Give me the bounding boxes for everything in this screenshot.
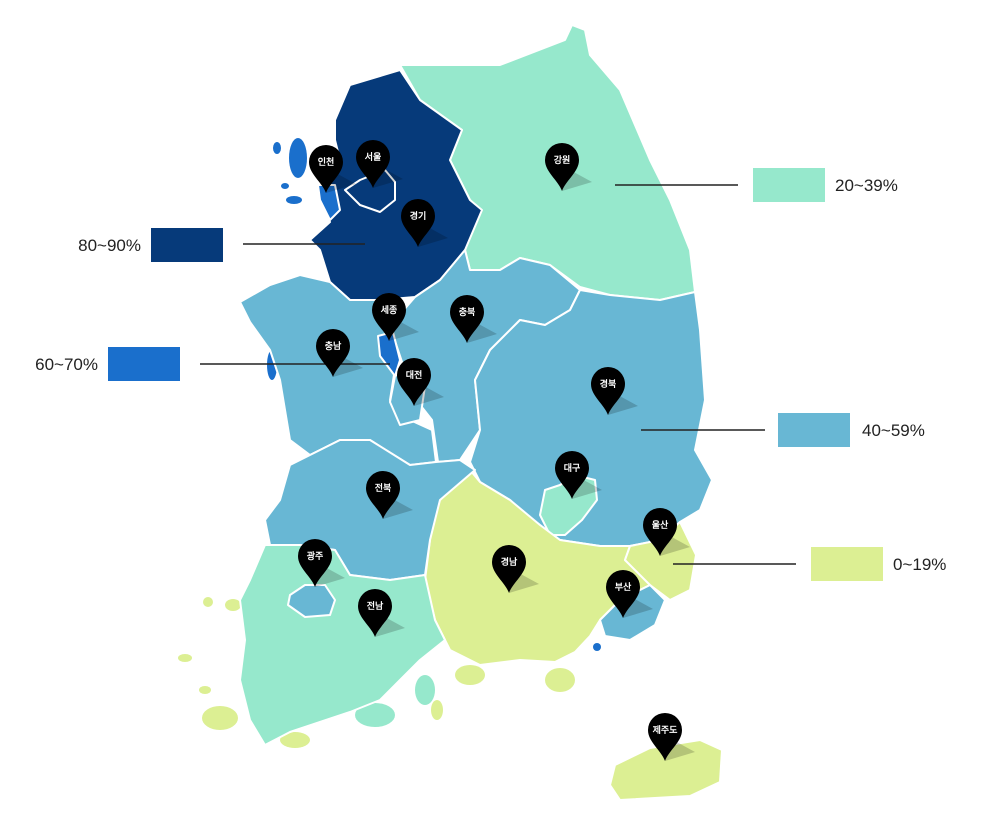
region-label: 경기 xyxy=(410,210,427,222)
legend-label: 20~39% xyxy=(835,176,898,195)
legend-label: 0~19% xyxy=(893,555,946,574)
island xyxy=(225,599,241,611)
region-label: 대전 xyxy=(406,369,423,381)
island xyxy=(178,654,192,662)
map-pin-chungbuk[interactable]: 충북 xyxy=(450,295,497,343)
island xyxy=(286,196,302,204)
island xyxy=(203,597,213,607)
map-pin-icon xyxy=(555,451,589,499)
map-pin-icon xyxy=(591,367,625,415)
island xyxy=(455,665,485,685)
map-pin-incheon[interactable]: 인천 xyxy=(309,145,356,193)
map-pin-gyeonggi[interactable]: 경기 xyxy=(401,199,448,247)
island xyxy=(355,703,395,727)
legend-label: 40~59% xyxy=(862,421,925,440)
map-pin-icon xyxy=(606,570,640,618)
island xyxy=(593,643,601,651)
legend-swatch xyxy=(811,547,883,581)
legend-swatch xyxy=(151,228,223,262)
map-pin-icon xyxy=(356,140,390,188)
island xyxy=(545,668,575,692)
map-pin-seoul[interactable]: 서울 xyxy=(356,140,403,188)
map-pin-icon xyxy=(358,589,392,637)
map-pin-icon xyxy=(643,508,677,556)
legend-label: 80~90% xyxy=(78,236,141,255)
island xyxy=(280,732,310,748)
island xyxy=(415,675,435,705)
legend-swatch xyxy=(108,347,180,381)
map-pin-icon xyxy=(372,293,406,341)
map-pin-icon xyxy=(298,539,332,587)
map-pin-icon xyxy=(648,713,682,761)
region-label: 대구 xyxy=(564,462,581,474)
region-label: 충남 xyxy=(325,340,342,352)
map-pin-icon xyxy=(492,545,526,593)
legend-swatch xyxy=(753,168,825,202)
map-pin-icon xyxy=(397,358,431,406)
map-pin-jeju[interactable]: 제주도 xyxy=(648,713,695,761)
region-label: 경남 xyxy=(501,556,518,568)
map-pin-daegu[interactable]: 대구 xyxy=(555,451,602,499)
region-label: 충북 xyxy=(459,306,476,318)
region-label: 제주도 xyxy=(653,724,679,736)
region-label: 인천 xyxy=(318,157,335,168)
region-label: 전북 xyxy=(375,482,392,494)
map-pin-gangwon[interactable]: 강원 xyxy=(545,143,592,191)
region-label: 울산 xyxy=(652,519,669,531)
island xyxy=(431,700,443,720)
region-label: 세종 xyxy=(381,304,398,316)
map-pin-sejong[interactable]: 세종 xyxy=(372,293,419,341)
map-pin-icon xyxy=(450,295,484,343)
map-pin-gyeongbuk[interactable]: 경북 xyxy=(591,367,638,415)
map-pin-ulsan[interactable]: 울산 xyxy=(643,508,690,556)
map-pin-icon xyxy=(309,145,343,193)
legend-label: 60~70% xyxy=(35,355,98,374)
region-label: 서울 xyxy=(365,151,382,163)
island xyxy=(199,686,211,694)
map-pin-busan[interactable]: 부산 xyxy=(606,570,653,618)
map-pin-jeonnam[interactable]: 전남 xyxy=(358,589,405,637)
region-label: 광주 xyxy=(307,550,324,562)
region-gwangju[interactable] xyxy=(287,584,336,618)
map-pin-icon xyxy=(316,329,350,377)
map-pin-gwangju[interactable]: 광주 xyxy=(298,539,345,587)
island xyxy=(281,183,289,189)
map-pin-daejeon[interactable]: 대전 xyxy=(397,358,444,406)
map-pin-chungnam[interactable]: 충남 xyxy=(316,329,363,377)
map-pin-icon xyxy=(545,143,579,191)
region-incheon[interactable] xyxy=(317,184,341,221)
region-label: 강원 xyxy=(554,154,571,166)
map-pin-icon xyxy=(401,199,435,247)
island xyxy=(273,142,281,154)
region-seoul[interactable] xyxy=(344,169,396,213)
map-pin-gyeongnam[interactable]: 경남 xyxy=(492,545,539,593)
region-label: 전남 xyxy=(367,600,384,612)
island xyxy=(202,706,238,730)
map-pin-icon xyxy=(366,471,400,519)
region-label: 부산 xyxy=(615,581,632,593)
legend-swatch xyxy=(778,413,850,447)
region-label: 경북 xyxy=(600,378,617,390)
island xyxy=(289,138,307,178)
map-pin-jeonbuk[interactable]: 전북 xyxy=(366,471,413,519)
